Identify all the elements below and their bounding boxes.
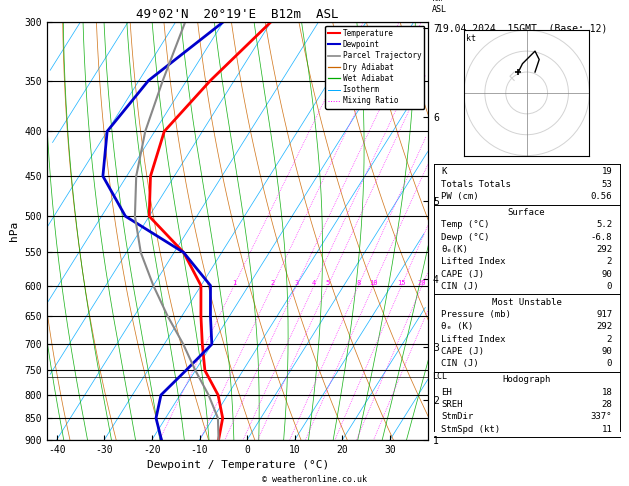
Text: StmSpd (kt): StmSpd (kt) (441, 424, 500, 434)
Text: LCL: LCL (432, 372, 447, 381)
Text: Lifted Index: Lifted Index (441, 257, 506, 266)
Text: 90: 90 (601, 270, 612, 278)
Text: CAPE (J): CAPE (J) (441, 347, 484, 356)
Text: Temp (°C): Temp (°C) (441, 220, 489, 229)
Text: 8: 8 (356, 279, 360, 286)
Text: StmDir: StmDir (441, 412, 474, 421)
Text: θₑ (K): θₑ (K) (441, 322, 474, 331)
Text: 19: 19 (601, 168, 612, 176)
Text: K: K (441, 168, 447, 176)
Text: 2: 2 (607, 257, 612, 266)
Text: Most Unstable: Most Unstable (492, 298, 562, 307)
Text: -6.8: -6.8 (591, 233, 612, 242)
Text: 53: 53 (601, 180, 612, 189)
Text: 20: 20 (418, 279, 426, 286)
Text: Pressure (mb): Pressure (mb) (441, 310, 511, 319)
Text: 4: 4 (312, 279, 316, 286)
Text: PW (cm): PW (cm) (441, 192, 479, 201)
Text: 292: 292 (596, 245, 612, 254)
Text: 2: 2 (607, 335, 612, 344)
Text: 917: 917 (596, 310, 612, 319)
Text: 3: 3 (294, 279, 299, 286)
Text: © weatheronline.co.uk: © weatheronline.co.uk (262, 474, 367, 484)
Text: CIN (J): CIN (J) (441, 282, 479, 291)
Text: CAPE (J): CAPE (J) (441, 270, 484, 278)
Text: Lifted Index: Lifted Index (441, 335, 506, 344)
Text: CIN (J): CIN (J) (441, 359, 479, 368)
Text: 337°: 337° (591, 412, 612, 421)
Text: 0: 0 (607, 359, 612, 368)
Text: 15: 15 (398, 279, 406, 286)
Text: 0.56: 0.56 (591, 192, 612, 201)
Text: km
ASL: km ASL (432, 0, 447, 14)
Text: Totals Totals: Totals Totals (441, 180, 511, 189)
Text: 292: 292 (596, 322, 612, 331)
Text: 18: 18 (601, 388, 612, 397)
Text: 0: 0 (607, 282, 612, 291)
Y-axis label: hPa: hPa (9, 221, 19, 241)
Text: 11: 11 (601, 424, 612, 434)
Text: 5.2: 5.2 (596, 220, 612, 229)
Title: 49°02'N  20°19'E  B12m  ASL: 49°02'N 20°19'E B12m ASL (136, 8, 339, 21)
Text: Hodograph: Hodograph (503, 375, 551, 384)
Legend: Temperature, Dewpoint, Parcel Trajectory, Dry Adiabat, Wet Adiabat, Isotherm, Mi: Temperature, Dewpoint, Parcel Trajectory… (325, 26, 425, 108)
Text: 28: 28 (601, 400, 612, 409)
Text: 1: 1 (232, 279, 236, 286)
Text: Surface: Surface (508, 208, 545, 217)
Text: SREH: SREH (441, 400, 463, 409)
Text: 5: 5 (326, 279, 330, 286)
Text: 10: 10 (369, 279, 377, 286)
X-axis label: Dewpoint / Temperature (°C): Dewpoint / Temperature (°C) (147, 460, 329, 470)
Text: 19.04.2024  15GMT  (Base: 12): 19.04.2024 15GMT (Base: 12) (438, 24, 608, 34)
Text: 2: 2 (270, 279, 275, 286)
Text: EH: EH (441, 388, 452, 397)
Text: 90: 90 (601, 347, 612, 356)
Text: θₑ(K): θₑ(K) (441, 245, 468, 254)
Text: Dewp (°C): Dewp (°C) (441, 233, 489, 242)
